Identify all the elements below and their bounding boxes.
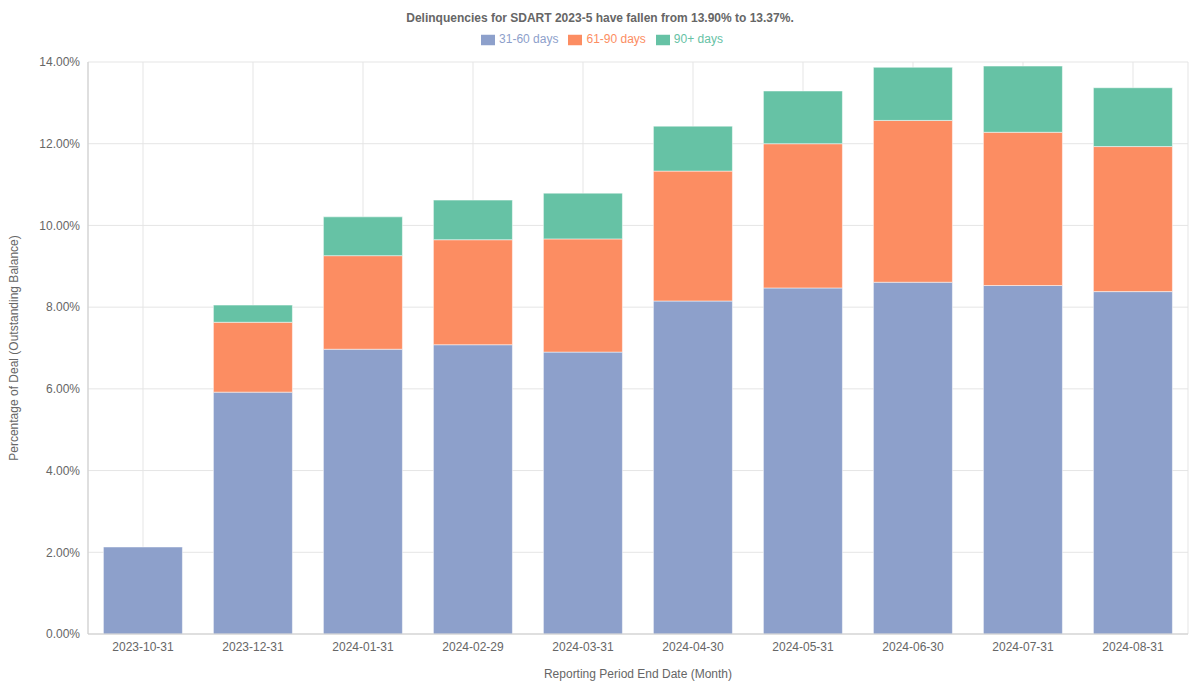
svg-text:14.00%: 14.00% [39,55,80,69]
svg-text:2024-04-30: 2024-04-30 [662,640,724,654]
svg-text:2024-06-30: 2024-06-30 [882,640,944,654]
svg-text:2024-08-31: 2024-08-31 [1102,640,1164,654]
svg-text:Percentage of Deal (Outstandin: Percentage of Deal (Outstanding Balance) [8,235,21,460]
html-text:Delinquencies for SDART 2023-5: Delinquencies for SDART 2023-5 have fall… [406,11,794,25]
svg-text:4.00%: 4.00% [46,464,80,478]
html-text:31-60 days: 31-60 days [499,32,559,46]
svg-text:2024-03-31: 2024-03-31 [552,640,614,654]
svg-text:2024-02-29: 2024-02-29 [442,640,504,654]
svg-text:2024-07-31: 2024-07-31 [992,640,1054,654]
svg-text:8.00%: 8.00% [46,300,80,314]
svg-text:2023-12-31: 2023-12-31 [222,640,284,654]
svg-text:0.00%: 0.00% [46,627,80,641]
html-text:61-90 days: 61-90 days [586,32,646,46]
svg-text:10.00%: 10.00% [39,219,80,233]
svg-text:Reporting Period End Date (Mon: Reporting Period End Date (Month) [544,667,732,681]
svg-text:2024-01-31: 2024-01-31 [332,640,394,654]
svg-text:2024-05-31: 2024-05-31 [772,640,834,654]
svg-text:2023-10-31: 2023-10-31 [112,640,174,654]
svg-text:6.00%: 6.00% [46,382,80,396]
svg-text:12.00%: 12.00% [39,137,80,151]
svg-text:2.00%: 2.00% [46,546,80,560]
html-text:90+ days: 90+ days [673,32,723,46]
